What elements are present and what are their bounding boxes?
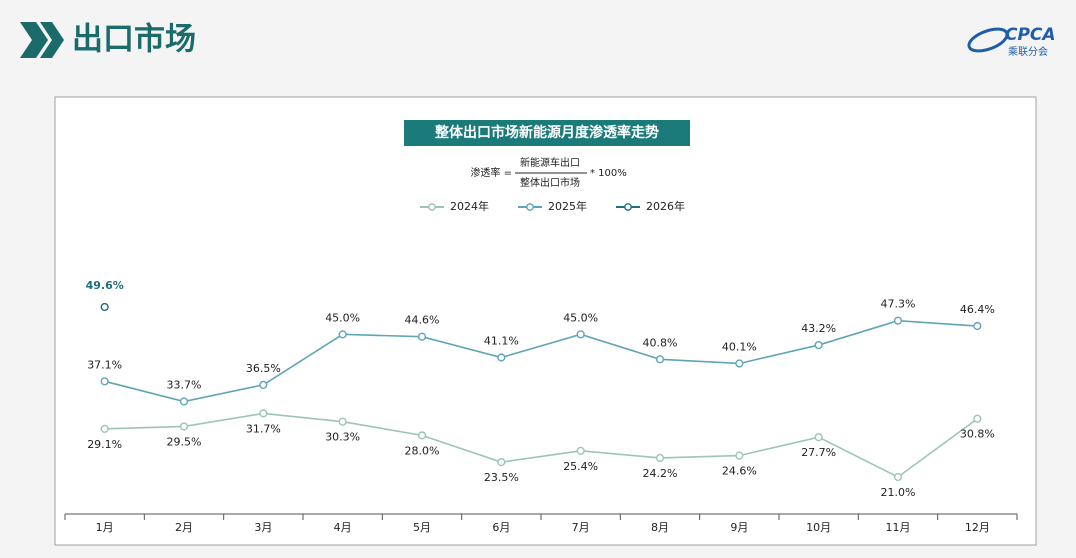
data-label: 30.3% (325, 431, 360, 444)
data-point (179, 422, 189, 431)
legend-marker (428, 203, 436, 211)
x-tick-label: 7月 (572, 521, 590, 534)
data-label: 29.5% (167, 435, 202, 448)
x-tick-label: 2月 (175, 521, 193, 534)
logo-subtext: 乘联分会 (1008, 45, 1048, 58)
x-tick-label: 10月 (806, 521, 831, 534)
data-point (100, 377, 109, 386)
data-label: 49.6% (86, 279, 124, 292)
data-label: 23.5% (484, 471, 519, 484)
data-label: 44.6% (405, 314, 440, 327)
data-label: 37.1% (87, 358, 122, 371)
formula-numerator: 新能源车出口 (520, 156, 580, 169)
data-point (655, 453, 665, 463)
legend-label: 2025年 (548, 199, 587, 213)
data-label: 47.3% (881, 298, 916, 311)
data-point (576, 446, 585, 455)
logo-text: CPCA (1005, 25, 1056, 45)
legend-marker (526, 203, 534, 211)
title-box (404, 120, 690, 146)
data-point (179, 397, 189, 406)
data-point (497, 353, 506, 362)
legend-label: 2026年 (646, 199, 685, 213)
data-point (338, 330, 347, 339)
data-label: 29.1% (87, 438, 122, 451)
x-tick-label: 6月 (492, 521, 510, 534)
data-label: 40.8% (643, 336, 678, 349)
data-point (893, 316, 903, 325)
data-label: 25.4% (563, 460, 598, 473)
data-point (973, 414, 982, 423)
data-label: 31.7% (246, 422, 281, 435)
data-point (735, 451, 744, 460)
data-label: 21.0% (881, 486, 916, 499)
data-point (417, 431, 427, 440)
formula-multiplier: * 100% (590, 168, 627, 179)
data-point (100, 302, 109, 312)
x-tick-label: 1月 (96, 521, 114, 534)
data-label: 24.6% (722, 465, 757, 478)
chevrons (20, 22, 64, 58)
x-tick-label: 11月 (886, 521, 911, 534)
x-tick-label: 12月 (965, 521, 990, 534)
series-line (104, 412, 978, 478)
data-point (655, 355, 665, 364)
data-point (735, 359, 744, 368)
formula-label: 渗透率 = (470, 166, 512, 179)
legend-label: 2024年 (450, 199, 489, 213)
data-point (814, 433, 823, 442)
x-tick-label: 3月 (254, 521, 272, 534)
data-point (973, 321, 982, 331)
data-label: 27.7% (801, 446, 836, 459)
logo-icon (967, 27, 1009, 53)
data-point (417, 332, 427, 341)
data-point (259, 409, 268, 418)
data-label: 30.8% (960, 428, 995, 441)
data-point (576, 330, 585, 339)
x-tick-label: 4月 (334, 521, 352, 534)
data-label: 45.0% (325, 311, 360, 324)
data-label: 45.0% (563, 311, 598, 324)
data-label: 41.1% (484, 335, 519, 348)
legend-marker (624, 203, 632, 211)
data-label: 24.2% (643, 467, 678, 480)
x-tick-label: 8月 (651, 521, 669, 534)
data-point (814, 340, 823, 350)
series-line (104, 319, 978, 403)
data-label: 33.7% (167, 379, 202, 392)
x-tick-label: 5月 (413, 521, 431, 534)
data-point (893, 472, 903, 482)
data-label: 40.1% (722, 340, 757, 353)
chart-title: 整体出口市场新能源月度渗透率走势 (434, 124, 659, 141)
data-point (259, 380, 268, 389)
data-label: 43.2% (801, 322, 836, 335)
x-tick-label: 9月 (730, 521, 748, 534)
data-point (338, 417, 347, 426)
formula-denominator: 整体出口市场 (520, 176, 580, 189)
data-point (497, 458, 506, 467)
chart-panel (54, 96, 1037, 546)
data-label: 46.4% (960, 303, 995, 316)
data-label: 36.5% (246, 362, 281, 375)
data-point (100, 424, 109, 433)
page-title: 出口市场 (72, 22, 196, 58)
data-label: 28.0% (405, 444, 440, 457)
